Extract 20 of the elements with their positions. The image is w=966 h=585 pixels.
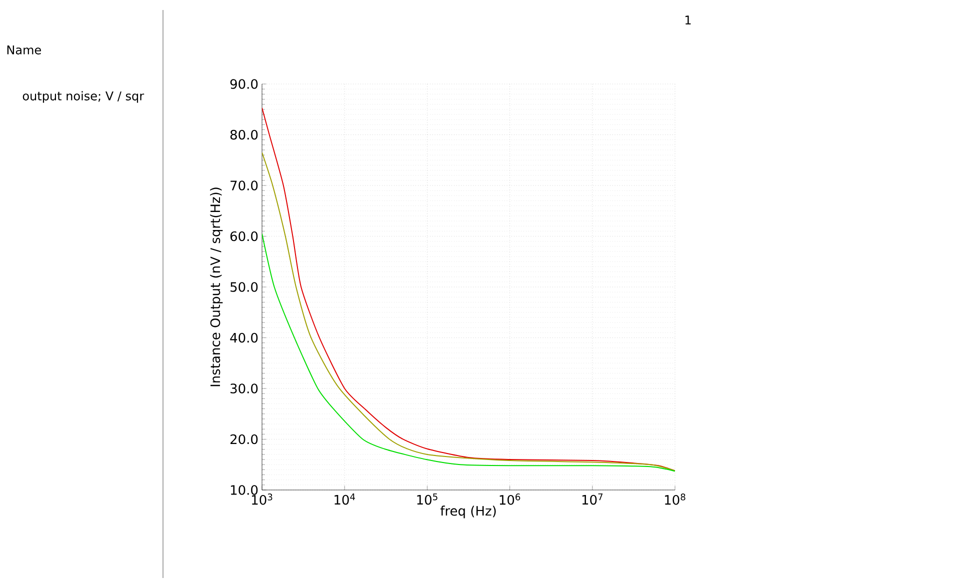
y-axis-title: Instance Output (nV / sqrt(Hz)): [210, 188, 223, 386]
x-tick-label: 10$^{8}$: [665, 494, 686, 505]
text: Name: [7, 46, 41, 54]
y-tick-label: 70.0: [230, 180, 258, 190]
y-tick-label: 30.0: [230, 384, 258, 394]
x-tick-label: 10$^{4}$: [334, 494, 356, 505]
x-tick-label: 10$^{3}$: [252, 494, 272, 505]
x-tick-label: 10$^{7}$: [582, 494, 603, 505]
text: 1: [685, 16, 691, 24]
y-tick-label: 60.0: [230, 231, 258, 242]
y-tick-label: 80.0: [230, 130, 258, 140]
y-tick-label: 10.0: [230, 485, 258, 495]
y-tick-label: 20.0: [230, 434, 258, 444]
y-tick-label: 90.0: [230, 79, 258, 89]
x-tick-label: 10$^{5}$: [417, 494, 438, 505]
text: output noise; V / sqr: [22, 91, 144, 103]
x-axis-title: freq (Hz): [440, 506, 496, 518]
x-tick-label: 10$^{6}$: [500, 494, 520, 505]
y-tick-label: 40.0: [230, 332, 258, 343]
y-tick-label: 50.0: [230, 282, 258, 292]
